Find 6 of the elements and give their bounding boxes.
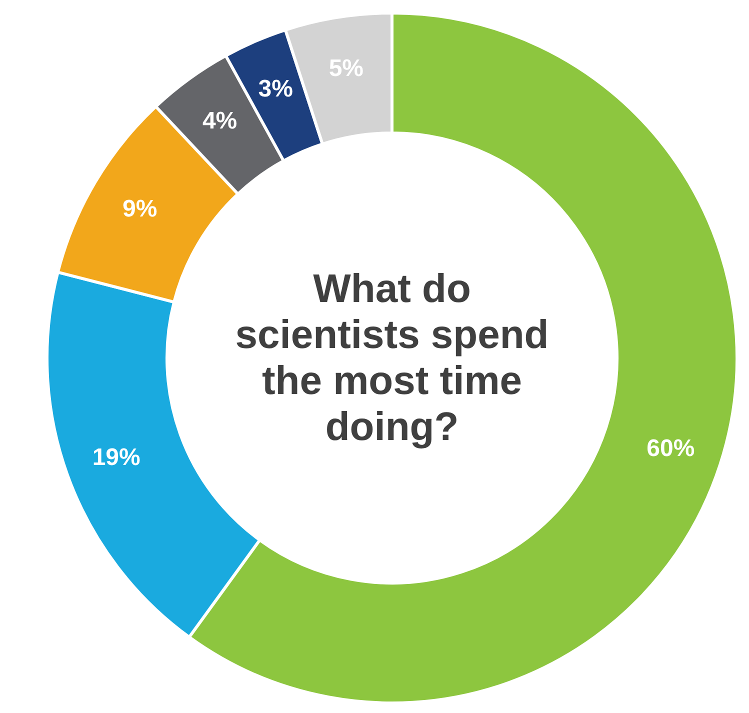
text: What do scientists spend the most time doing? [235, 267, 549, 449]
data-label: 3% [258, 76, 293, 103]
data-label: 4% [202, 107, 238, 134]
data-label: 9% [122, 195, 158, 222]
data-label: 19% [92, 444, 140, 471]
data-label: 60% [646, 435, 695, 462]
